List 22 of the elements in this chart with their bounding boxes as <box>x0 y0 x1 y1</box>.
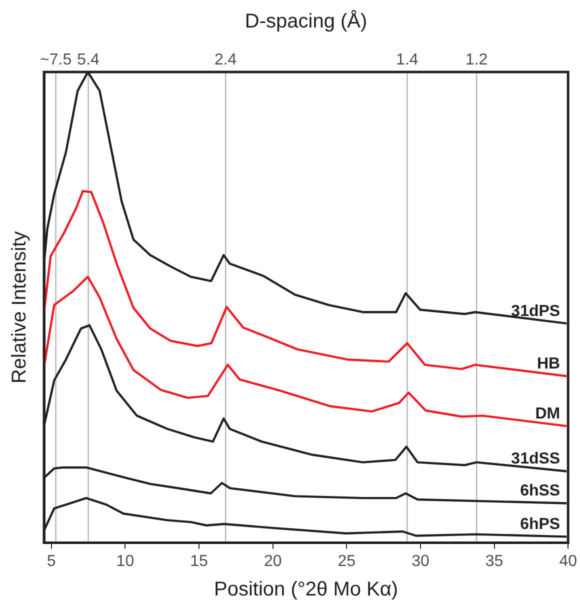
series-label: 31dSS <box>511 450 560 468</box>
text: D-spacing (Å) <box>244 10 368 33</box>
x-tick-label: 25 <box>338 552 356 570</box>
x-tick-label: 15 <box>190 552 208 570</box>
x-axis-title: Position (°2θ Mo Kα) <box>214 578 398 601</box>
series-label: 31dPS <box>511 302 560 320</box>
y-axis-title: Relative Intensity <box>8 231 31 384</box>
x-tick-label: 30 <box>412 552 430 570</box>
series-label: DM <box>535 405 560 422</box>
x-tick-label: 20 <box>264 552 282 570</box>
series-label: HB <box>536 356 560 373</box>
text: 5.4 <box>77 51 100 68</box>
text: ~7.5 <box>40 51 72 68</box>
x-tick-label: 5 <box>46 552 56 570</box>
text: 1.4 <box>396 51 418 68</box>
x-tick-label: 10 <box>116 552 134 570</box>
x-tick-label: 40 <box>559 552 578 570</box>
series-label: 6hPS <box>520 516 560 534</box>
x-tick-label: 35 <box>485 552 504 570</box>
text: 2.4 <box>214 51 237 68</box>
series-label: 6hSS <box>520 482 560 500</box>
text: 1.2 <box>465 51 488 68</box>
